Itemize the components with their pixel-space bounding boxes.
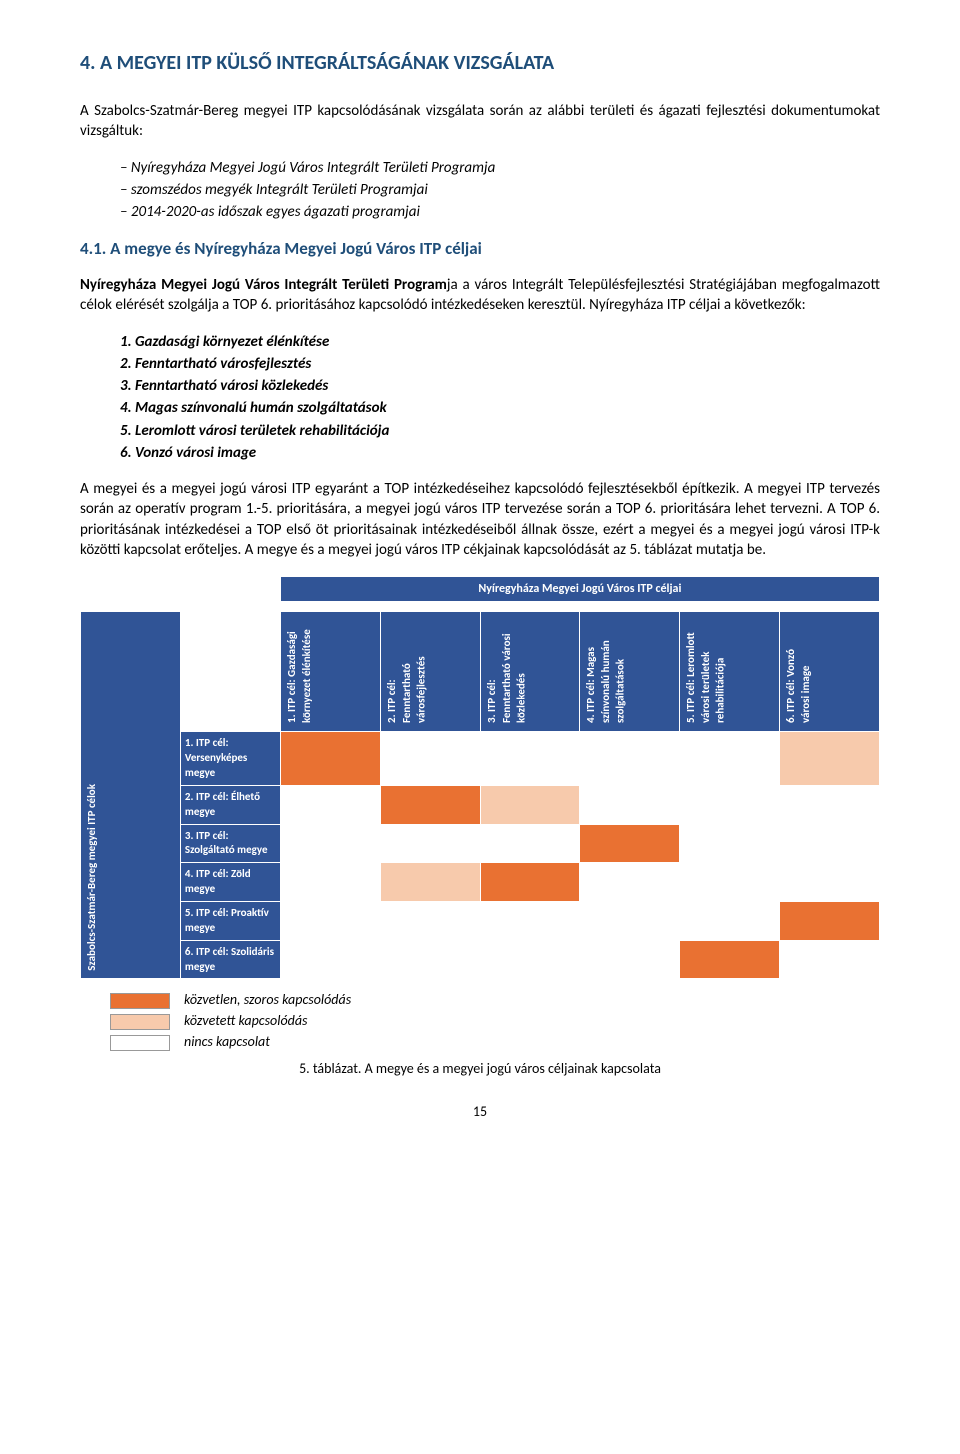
col-header: 5. ITP cél: Leromlott városi területek r… bbox=[680, 612, 780, 732]
table-row: 5. ITP cél: Proaktív megye bbox=[81, 901, 880, 940]
num-item: 1. Gazdasági környezet élénkítése bbox=[120, 332, 880, 352]
table-top-header: Nyíregyháza Megyei Jogú Város ITP céljai bbox=[280, 577, 879, 602]
numbered-list: 1. Gazdasági környezet élénkítése 2. Fen… bbox=[120, 332, 880, 464]
legend-item: nincs kapcsolat bbox=[110, 1033, 880, 1052]
num-item: 6. Vonzó városi image bbox=[120, 443, 880, 463]
col-header: 2. ITP cél: Fenntartható városfejlesztés bbox=[380, 612, 480, 732]
legend-label: közvetett kapcsolódás bbox=[184, 1012, 307, 1031]
num-item: 2. Fenntartható városfejlesztés bbox=[120, 354, 880, 374]
relation-matrix: Nyíregyháza Megyei Jogú Város ITP céljai… bbox=[80, 576, 880, 979]
table-row: 1. ITP cél: Versenyképes megye bbox=[81, 732, 880, 786]
paragraph-1: Nyíregyháza Megyei Jogú Város Integrált … bbox=[80, 275, 880, 316]
paragraph-2: A megyei és a megyei jogú városi ITP egy… bbox=[80, 479, 880, 560]
legend-swatch bbox=[110, 993, 170, 1009]
dash-item: Nyíregyháza Megyei Jogú Város Integrált … bbox=[120, 158, 880, 178]
page-title: 4. A MEGYEI ITP KÜLSŐ INTEGRÁLTSÁGÁNAK V… bbox=[80, 50, 880, 77]
table-row: 4. ITP cél: Zöld megye bbox=[81, 863, 880, 902]
num-item: 4. Magas színvonalú humán szolgáltatások bbox=[120, 398, 880, 418]
num-item: 3. Fenntartható városi közlekedés bbox=[120, 376, 880, 396]
bold-span: Nyíregyháza Megyei Jogú Város Integrált … bbox=[80, 276, 447, 294]
col-header: 4. ITP cél: Magas színvonalú humán szolg… bbox=[580, 612, 680, 732]
num-item: 5. Leromlott városi területek rehabilitá… bbox=[120, 421, 880, 441]
dash-item: szomszédos megyék Integrált Területi Pro… bbox=[120, 180, 880, 200]
legend-label: nincs kapcsolat bbox=[184, 1033, 270, 1052]
dash-list: Nyíregyháza Megyei Jogú Város Integrált … bbox=[120, 158, 880, 223]
legend-label: közvetlen, szoros kapcsolódás bbox=[184, 991, 351, 1010]
legend-item: közvetett kapcsolódás bbox=[110, 1012, 880, 1031]
legend: közvetlen, szoros kapcsolódás közvetett … bbox=[110, 991, 880, 1052]
col-header: 6. ITP cél: Vonzó városi image bbox=[780, 612, 880, 732]
col-header: 1. ITP cél: Gazdasági környezet élénkíté… bbox=[280, 612, 380, 732]
legend-swatch bbox=[110, 1014, 170, 1030]
table-row: 2. ITP cél: Élhető megye bbox=[81, 785, 880, 824]
page-number: 15 bbox=[80, 1103, 880, 1122]
legend-item: közvetlen, szoros kapcsolódás bbox=[110, 991, 880, 1010]
table-caption: 5. táblázat. A megye és a megyei jogú vá… bbox=[80, 1060, 880, 1079]
legend-swatch bbox=[110, 1035, 170, 1051]
table-row: 3. ITP cél: Szolgáltató megye bbox=[81, 824, 880, 863]
col-header: 3. ITP cél: Fenntartható városi közleked… bbox=[480, 612, 580, 732]
intro-paragraph: A Szabolcs-Szatmár-Bereg megyei ITP kapc… bbox=[80, 101, 880, 142]
subheading: 4.1. A megye és Nyíregyháza Megyei Jogú … bbox=[80, 238, 880, 261]
dash-item: 2014-2020-as időszak egyes ágazati progr… bbox=[120, 202, 880, 222]
table-row: 6. ITP cél: Szolidáris megye bbox=[81, 940, 880, 979]
table-side-header: Szabolcs-Szatmár-Bereg megyei ITP célok bbox=[81, 612, 181, 979]
